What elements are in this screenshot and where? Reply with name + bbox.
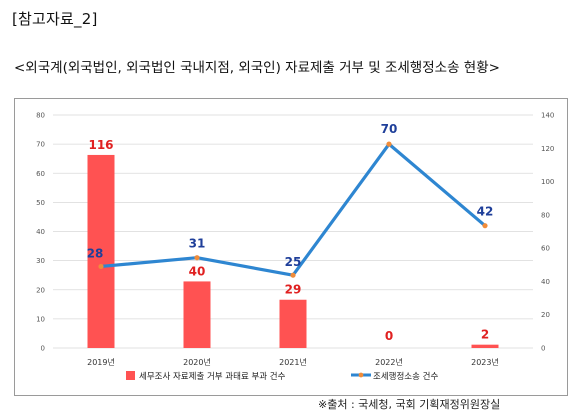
bar xyxy=(183,281,211,348)
right-axis-tick: 60 xyxy=(541,245,550,253)
chart-frame: 0 10 20 30 40 50 60 70 80 0 20 40 60 80 100 120 140 116 40… xyxy=(14,98,568,396)
combo-chart: 0102030405060708002040608010012014011640… xyxy=(36,112,554,383)
left-axis-tick: 50 xyxy=(36,199,45,207)
legend-line-label: 조세행정소송 건수 xyxy=(373,371,438,382)
left-axis-tick: 80 xyxy=(36,112,45,120)
bar-data-label: 0 xyxy=(385,329,393,343)
line-point xyxy=(386,141,392,147)
left-axis-tick: 30 xyxy=(36,257,45,265)
right-axis-tick: 0 xyxy=(541,345,545,353)
category-tick-label: 2020년 xyxy=(183,357,211,367)
left-axis-tick: 70 xyxy=(36,141,45,149)
bar xyxy=(279,299,307,348)
source-note: ※출처 : 국세청, 국회 기획재정위원장실 xyxy=(318,398,501,411)
bar-data-label: 2 xyxy=(481,328,489,342)
bar xyxy=(471,344,499,348)
legend-bar-swatch xyxy=(126,371,135,380)
category-tick-label: 2022년 xyxy=(375,357,403,367)
category-tick-label: 2023년 xyxy=(471,357,499,367)
bar-data-label: 116 xyxy=(88,138,113,152)
line-data-label: 70 xyxy=(381,122,398,136)
line-data-label: 42 xyxy=(477,205,494,219)
line-data-label: 28 xyxy=(87,246,104,260)
right-axis-tick: 120 xyxy=(541,145,554,153)
left-axis-tick: 20 xyxy=(36,286,45,294)
line-point xyxy=(194,255,200,261)
bar-data-label: 40 xyxy=(189,264,206,278)
doc-label: [참고자료_2] xyxy=(12,10,98,28)
legend-bar-label: 세무조사 자료제출 거부 과태료 부과 건수 xyxy=(139,371,286,382)
line-data-label: 31 xyxy=(189,237,206,251)
doc-title: <외국계(외국법인, 외국법인 국내지점, 외국인) 자료제출 거부 및 조세행… xyxy=(14,60,500,76)
right-axis-tick: 80 xyxy=(541,211,550,219)
category-tick-label: 2019년 xyxy=(87,357,115,367)
line-point xyxy=(98,263,104,270)
left-axis-tick: 40 xyxy=(36,228,45,236)
line-point xyxy=(290,272,296,278)
bar xyxy=(87,154,115,348)
right-axis-tick: 20 xyxy=(541,311,550,319)
left-axis-tick: 10 xyxy=(36,315,45,323)
left-axis-tick: 60 xyxy=(36,170,45,178)
right-axis-tick: 100 xyxy=(541,178,554,186)
right-axis-tick: 40 xyxy=(541,278,550,286)
line-point xyxy=(482,223,488,229)
left-axis-tick: 0 xyxy=(41,345,45,353)
legend-line-marker xyxy=(358,372,364,378)
right-axis-tick: 140 xyxy=(541,112,554,120)
category-tick-label: 2021년 xyxy=(279,357,307,367)
line-data-label: 25 xyxy=(285,255,302,269)
bar-data-label: 29 xyxy=(285,283,302,297)
